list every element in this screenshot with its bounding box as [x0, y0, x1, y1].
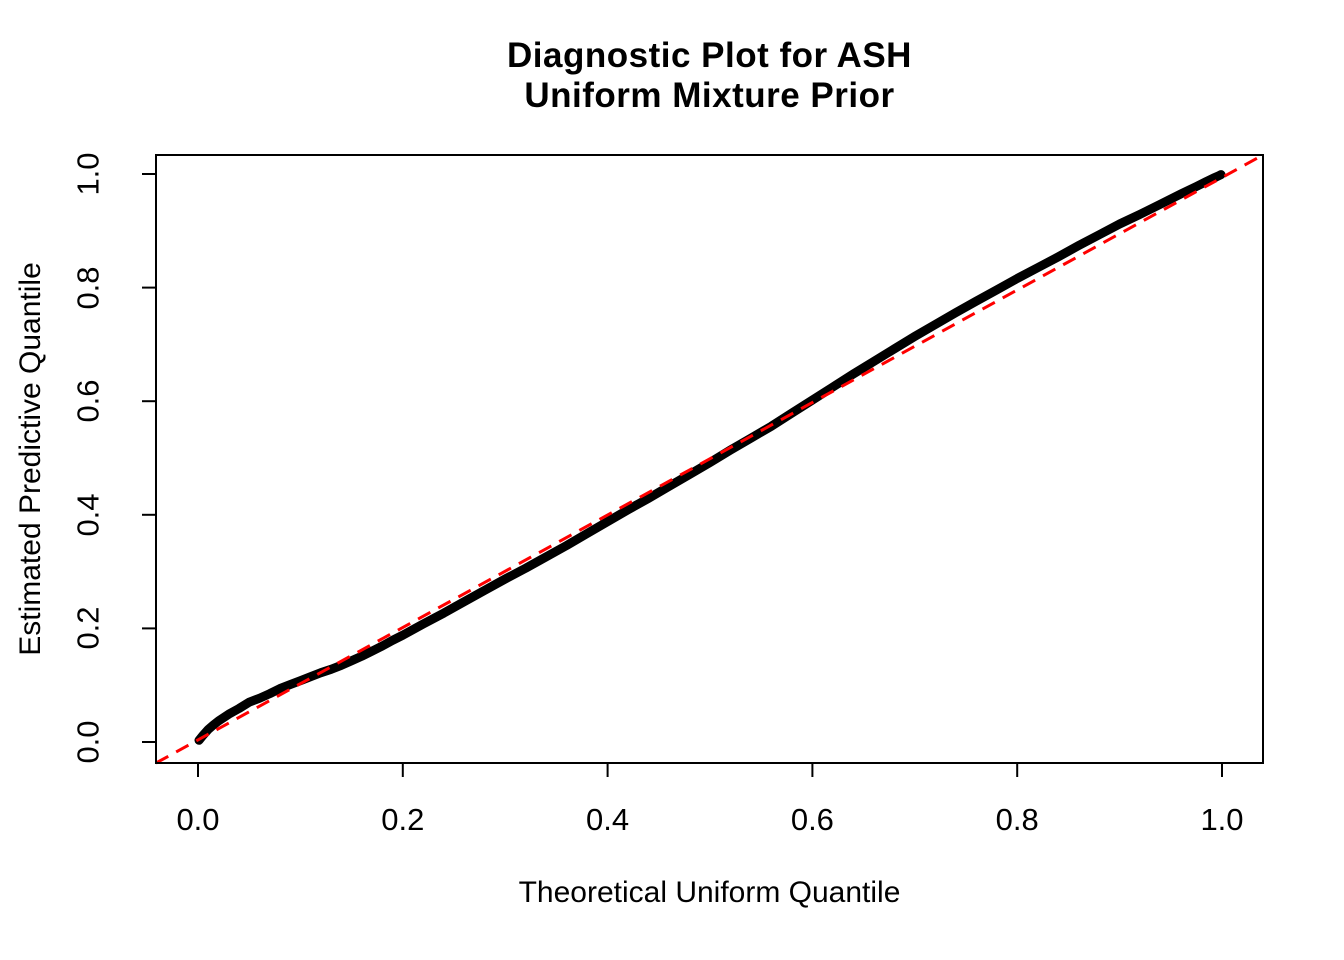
x-tick-label-0.8: 0.8: [995, 802, 1039, 837]
x-tick-label-1.0: 1.0: [1200, 802, 1244, 837]
x-tick-label-0.0: 0.0: [176, 802, 220, 837]
x-tick-label-0.2: 0.2: [381, 802, 425, 837]
x-axis-title: Theoretical Uniform Quantile: [518, 876, 901, 909]
axis-tick-marks: [142, 173, 1223, 777]
x-tick-label-0.4: 0.4: [586, 802, 630, 837]
y-tick-label-0.2: 0.2: [70, 606, 106, 650]
chart-title-line-2: Uniform Mixture Prior: [524, 76, 895, 115]
chart-title: Diagnostic Plot for ASH Uniform Mixture …: [156, 36, 1263, 116]
y-tick-label-0.8: 0.8: [70, 266, 106, 310]
y-tick-label-0.6: 0.6: [70, 379, 106, 423]
y-axis-title: Estimated Predictive Quantile: [14, 262, 47, 656]
reference-line: [155, 153, 1264, 765]
x-tick-label-0.6: 0.6: [790, 802, 834, 837]
chart-title-line-1: Diagnostic Plot for ASH: [507, 36, 912, 75]
y-tick-label-0.0: 0.0: [70, 720, 106, 764]
qq-curve-layer: [194, 170, 1226, 745]
y-tick-label-0.4: 0.4: [70, 493, 106, 537]
y-tick-label-1.0: 1.0: [70, 152, 106, 196]
plot-box: [155, 154, 1264, 764]
qq-curve: [194, 170, 1226, 745]
